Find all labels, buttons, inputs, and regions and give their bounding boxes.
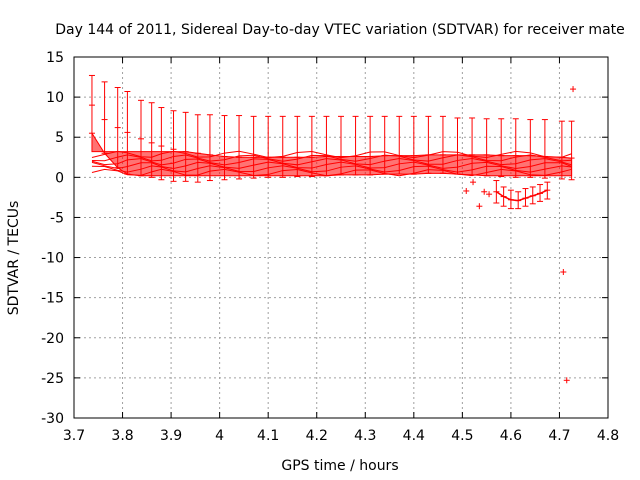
outlier-points bbox=[463, 86, 577, 384]
dip-trace bbox=[495, 189, 548, 202]
y-tick-label: 15 bbox=[46, 50, 64, 66]
y-tick-label: -30 bbox=[41, 411, 64, 427]
y-axis-title: SDTVAR / TECUs bbox=[6, 201, 22, 316]
x-tick-label: 4.2 bbox=[306, 428, 328, 444]
x-tick-label: 4 bbox=[215, 428, 224, 444]
y-tick-label: -25 bbox=[41, 371, 64, 387]
x-tick-label: 4.8 bbox=[597, 428, 619, 444]
plot-frame bbox=[73, 56, 609, 419]
y-tick-label: -10 bbox=[41, 251, 64, 267]
x-tick-label: 3.7 bbox=[63, 428, 85, 444]
band-trace bbox=[91, 161, 572, 170]
x-axis-title: GPS time / hours bbox=[281, 458, 398, 474]
grid-lines bbox=[74, 57, 608, 418]
y-tick-label: 5 bbox=[55, 130, 64, 146]
chart-title: Day 144 of 2011, Sidereal Day-to-day VTE… bbox=[55, 22, 625, 38]
y-tick-label: 10 bbox=[46, 90, 64, 106]
x-tick-label: 4.6 bbox=[500, 428, 522, 444]
band-trace bbox=[91, 157, 572, 166]
x-tick-label: 4.7 bbox=[548, 428, 570, 444]
x-tick-label: 4.5 bbox=[451, 428, 473, 444]
y-tick-labels: 15 10 5 0 -5 -10 -15 -20 -25 -30 bbox=[41, 50, 64, 427]
y-tick-label: -20 bbox=[41, 331, 64, 347]
x-tick-label: 4.1 bbox=[257, 428, 279, 444]
band-trace bbox=[91, 154, 572, 162]
y-tick-label: -5 bbox=[50, 210, 64, 226]
x-tick-label: 3.8 bbox=[111, 428, 133, 444]
y-tick-label: -15 bbox=[41, 291, 64, 307]
axis-ticks bbox=[73, 56, 609, 419]
x-tick-label: 3.9 bbox=[160, 428, 182, 444]
x-tick-label: 4.4 bbox=[403, 428, 425, 444]
error-bars bbox=[88, 74, 575, 210]
band-trace bbox=[91, 150, 572, 159]
band-trace bbox=[91, 165, 572, 173]
x-tick-labels: 3.7 3.8 3.9 4 4.1 4.2 4.3 4.4 4.5 4.6 4.7 4.8 bbox=[63, 428, 619, 444]
y-tick-label: 0 bbox=[55, 170, 64, 186]
band-trace bbox=[91, 168, 572, 177]
x-tick-label: 4.3 bbox=[354, 428, 376, 444]
